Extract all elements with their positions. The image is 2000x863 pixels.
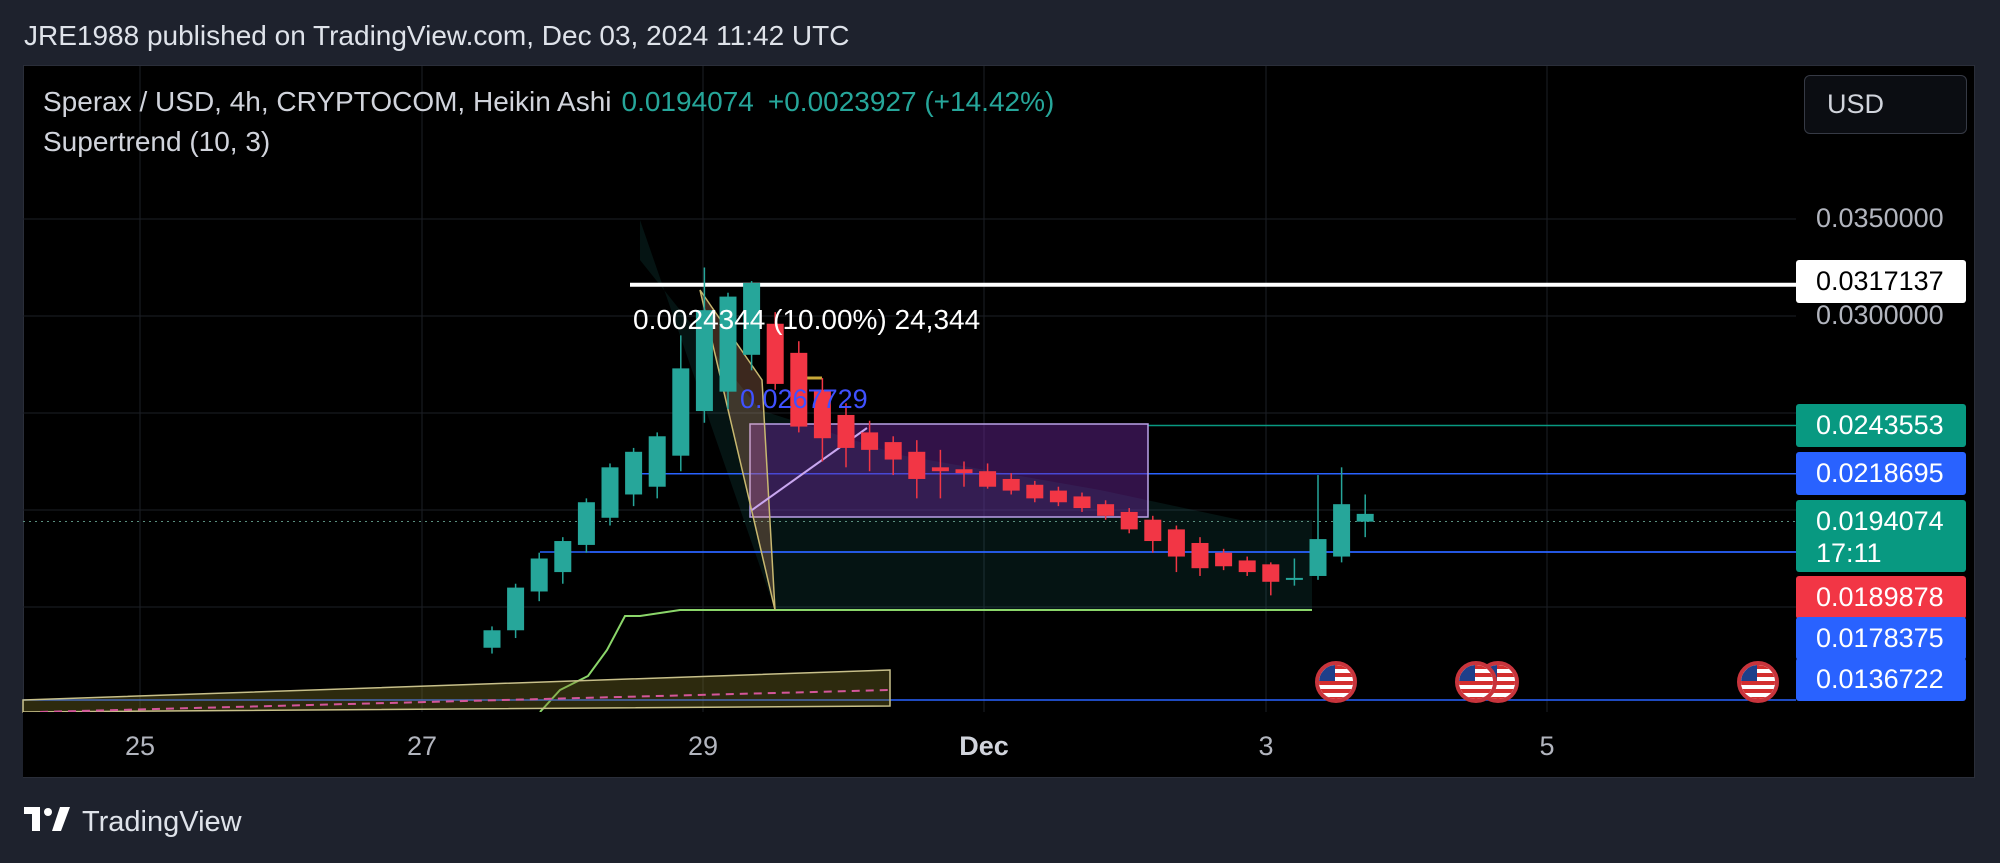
candle-body — [837, 414, 855, 448]
time-axis-bg — [23, 712, 1796, 777]
candle-body — [554, 541, 572, 573]
teal-level-tag: 0.0243553 — [1796, 404, 1966, 447]
y-tick-label: 0.0300000 — [1816, 300, 1944, 330]
candle-body — [1238, 560, 1256, 573]
candle-body — [931, 467, 949, 472]
candle-body — [1167, 529, 1185, 557]
symbol-legend: Sperax / USD, 4h, CRYPTOCOM, Heikin Ashi… — [43, 86, 1054, 118]
last-price-tag: 0.0194074 17:11 — [1796, 500, 1966, 572]
candle-body — [1309, 539, 1327, 576]
candle-body — [1215, 552, 1233, 567]
dashed-projection — [39, 689, 891, 713]
legend-change: +0.0023927 (+14.42%) — [767, 86, 1055, 117]
candle-body — [1120, 511, 1138, 530]
candle-body — [577, 502, 595, 545]
us-flag-event-icon[interactable] — [1455, 661, 1497, 703]
candle-body — [507, 587, 525, 631]
candle-body — [1191, 542, 1209, 569]
candle-body — [719, 296, 737, 392]
blue-level-tag: 0.0218695 — [1796, 452, 1966, 495]
y-tick-label: 0.0350000 — [1816, 203, 1944, 233]
candle-body — [979, 471, 997, 487]
price-channel — [22, 669, 891, 713]
tradingview-logo-icon — [24, 805, 70, 839]
candle-body — [1002, 478, 1020, 491]
candle-body — [483, 630, 501, 648]
candle-body — [601, 467, 619, 518]
x-tick-label: 25 — [124, 731, 156, 761]
candle-countdown: 17:11 — [1816, 538, 1882, 568]
candle-body — [955, 469, 973, 474]
x-tick-label: Dec — [959, 731, 1009, 761]
x-tick-label: 27 — [406, 731, 438, 761]
candle-body — [1073, 496, 1091, 509]
candle-body — [790, 352, 808, 427]
candle-body — [861, 432, 879, 450]
candle-body — [766, 323, 784, 384]
candle-body — [625, 451, 643, 495]
legend-last-price: 0.0194074 — [621, 86, 754, 117]
supertrend-fill — [640, 220, 1312, 610]
candle-body — [672, 368, 690, 456]
candle-body — [1356, 513, 1374, 522]
candle-body — [908, 451, 926, 479]
us-flag-event-icon[interactable] — [1315, 661, 1357, 703]
x-tick-label: 29 — [687, 731, 719, 761]
last-price-value: 0.0194074 — [1816, 506, 1944, 536]
x-tick-label: 3 — [1258, 731, 1274, 761]
x-tick-label: 5 — [1539, 731, 1555, 761]
supertrend-line — [539, 609, 1312, 713]
candle-body — [1333, 504, 1351, 557]
candle-body — [1285, 577, 1303, 580]
blue-level-tag-2: 0.0178375 — [1796, 617, 1966, 660]
candle-body — [743, 283, 761, 355]
currency-button[interactable]: USD — [1804, 75, 1967, 134]
us-flag-event-icon[interactable] — [1737, 661, 1779, 703]
candle-body — [695, 310, 713, 412]
blue-level-tag-3: 0.0136722 — [1796, 658, 1966, 701]
indicator-legend[interactable]: Supertrend (10, 3) — [43, 126, 271, 157]
candle-body — [813, 389, 831, 439]
candle-body — [1144, 519, 1162, 542]
price-range-label: 0.0024344 (10.00%) 24,344 — [633, 304, 981, 335]
published-line: JRE1988 published on TradingView.com, De… — [24, 20, 850, 51]
candle-body — [1049, 490, 1067, 503]
candle-body — [1097, 504, 1115, 516]
chart-pane[interactable] — [23, 65, 1975, 778]
symbol-title: Sperax / USD, 4h, CRYPTOCOM, Heikin Ashi — [43, 86, 612, 117]
candle-body — [1026, 484, 1044, 499]
tradingview-logo[interactable]: TradingView — [24, 805, 242, 839]
red-level-tag: 0.0189878 — [1796, 576, 1966, 619]
fib-level-label: 0.0267729 — [740, 384, 868, 414]
candle-body — [648, 436, 666, 487]
measure-high-tag: 0.0317137 — [1796, 260, 1966, 303]
candle-body — [884, 442, 902, 460]
candle-body — [530, 558, 548, 592]
brand-name: TradingView — [82, 805, 242, 838]
candle-body — [1262, 564, 1280, 582]
